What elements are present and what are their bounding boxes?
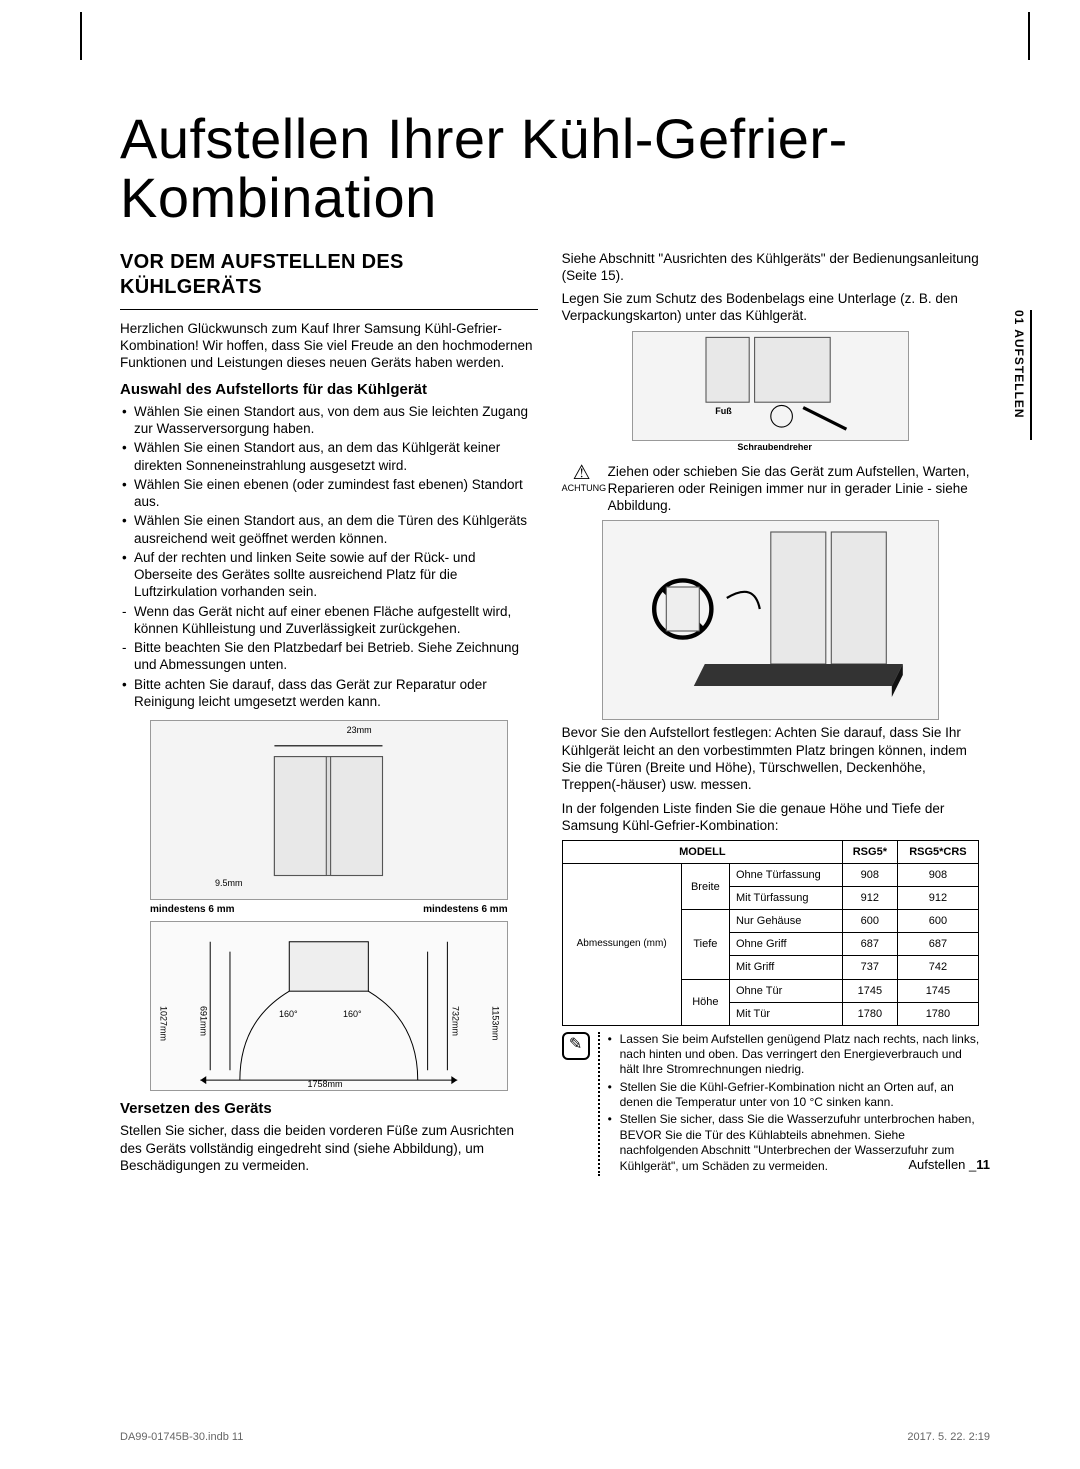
note-block: ✎ Lassen Sie beim Aufstellen genügend Pl… <box>562 1032 980 1176</box>
td-label: Ohne Türfassung <box>729 864 842 887</box>
td-val: 912 <box>897 887 979 910</box>
min-right-label: mindestens 6 mm <box>423 904 507 917</box>
rule <box>120 309 538 310</box>
th-model: MODELL <box>562 841 842 864</box>
td-label: Ohne Griff <box>729 933 842 956</box>
top-dimension-diagram: 23mm 9.5mm <box>150 720 508 900</box>
left-column: VOR DEM AUFSTELLEN DES KÜHLGERÄTS Herzli… <box>120 250 538 1182</box>
dim-691: 691mm <box>197 1006 209 1036</box>
bullet-item: Auf der rechten und linken Seite sowie a… <box>120 549 538 601</box>
td-val: 742 <box>897 956 979 979</box>
bullet-list: Wählen Sie einen Standort aus, von dem a… <box>120 403 538 711</box>
td-label: Ohne Tür <box>729 979 842 1002</box>
print-file: DA99-01745B-30.indb 11 <box>120 1431 243 1443</box>
td-val: 1745 <box>843 979 898 1002</box>
two-columns: VOR DEM AUFSTELLEN DES KÜHLGERÄTS Herzli… <box>120 250 990 1182</box>
right-p3: Bevor Sie den Aufstellort festlegen: Ach… <box>562 724 980 793</box>
td-val: 600 <box>843 910 898 933</box>
bullet-item: Wählen Sie einen ebenen (oder zumindest … <box>120 476 538 511</box>
note-item: Lassen Sie beim Aufstellen genügend Plat… <box>608 1032 980 1078</box>
td-group: Höhe <box>681 979 729 1025</box>
fuss-label: Fuß <box>715 406 732 418</box>
right-p4: In der folgenden Liste finden Sie die ge… <box>562 800 980 835</box>
dim-732: 732mm <box>449 1006 461 1036</box>
subheading-move: Versetzen des Geräts <box>120 1099 538 1118</box>
td-val: 737 <box>843 956 898 979</box>
door-swing-diagram: 1027mm 691mm 160° 160° 732mm 1153mm 1758… <box>150 921 508 1091</box>
right-p1: Siehe Abschnitt "Ausrichten des Kühlgerä… <box>562 250 980 285</box>
right-column: Siehe Abschnitt "Ausrichten des Kühlgerä… <box>562 250 980 1182</box>
bullet-item: Wählen Sie einen Standort aus, an dem da… <box>120 439 538 474</box>
td-val: 687 <box>897 933 979 956</box>
side-tab: 01 AUFSTELLEN <box>1012 310 1032 440</box>
schraubendreher-label: Schraubendreher <box>737 442 812 454</box>
td-val: 908 <box>843 864 898 887</box>
manual-page: Aufstellen Ihrer Kühl-Gefrier-Kombinatio… <box>0 0 1080 1232</box>
dim-160b: 160° <box>343 1009 362 1021</box>
td-val: 912 <box>843 887 898 910</box>
section-heading: VOR DEM AUFSTELLEN DES KÜHLGERÄTS <box>120 250 538 301</box>
td-val: 908 <box>897 864 979 887</box>
th-c1: RSG5* <box>843 841 898 864</box>
note-icon: ✎ <box>562 1032 590 1060</box>
td-label: Mit Griff <box>729 956 842 979</box>
dim-1027: 1027mm <box>157 1006 169 1041</box>
foot-diagram: Fuß Schraubendreher <box>632 331 910 441</box>
page-title: Aufstellen Ihrer Kühl-Gefrier-Kombinatio… <box>120 110 990 228</box>
page-footer: Aufstellen _11 <box>908 1157 990 1172</box>
note-list: Lassen Sie beim Aufstellen genügend Plat… <box>608 1032 980 1174</box>
td-val: 1745 <box>897 979 979 1002</box>
td-val: 1780 <box>897 1002 979 1025</box>
caution-block: ⚠ ACHTUNG Ziehen oder schieben Sie das G… <box>562 463 980 515</box>
td-val: 1780 <box>843 1002 898 1025</box>
bullet-item: Wenn das Gerät nicht auf einer ebenen Fl… <box>120 603 538 638</box>
print-footer: DA99-01745B-30.indb 11 2017. 5. 22. 2:19 <box>120 1431 990 1443</box>
straight-line-diagram <box>602 520 940 720</box>
dimensions-table: MODELLRSG5*RSG5*CRS Abmessungen (mm)Breit… <box>562 840 980 1026</box>
td-group: Breite <box>681 864 729 910</box>
achtung-label: ACHTUNG <box>562 483 602 495</box>
intro-text: Herzlichen Glückwunsch zum Kauf Ihrer Sa… <box>120 320 538 372</box>
caution-text: Ziehen oder schieben Sie das Gerät zum A… <box>608 463 980 515</box>
dim-160a: 160° <box>279 1009 298 1021</box>
caution-icon: ⚠ ACHTUNG <box>562 463 602 495</box>
min-left-label: mindestens 6 mm <box>150 904 234 917</box>
footer-page: 11 <box>976 1157 990 1172</box>
footer-label: Aufstellen _ <box>908 1157 976 1172</box>
td-rowhdr: Abmessungen (mm) <box>562 864 681 1026</box>
bullet-item: Wählen Sie einen Standort aus, von dem a… <box>120 403 538 438</box>
bullet-item: Bitte beachten Sie den Platzbedarf bei B… <box>120 639 538 674</box>
dim-23mm: 23mm <box>347 725 372 737</box>
td-val: 600 <box>897 910 979 933</box>
dim-1153: 1153mm <box>489 1006 501 1040</box>
dim-1758: 1758mm <box>307 1079 342 1091</box>
td-val: 687 <box>843 933 898 956</box>
bullet-item: Wählen Sie einen Standort aus, an dem di… <box>120 512 538 547</box>
td-label: Nur Gehäuse <box>729 910 842 933</box>
print-date: 2017. 5. 22. 2:19 <box>907 1431 990 1443</box>
th-c2: RSG5*CRS <box>897 841 979 864</box>
td-label: Mit Türfassung <box>729 887 842 910</box>
dim-95mm: 9.5mm <box>215 878 243 890</box>
note-item: Stellen Sie die Kühl-Gefrier-Kombination… <box>608 1080 980 1111</box>
bullet-item: Bitte achten Sie darauf, dass das Gerät … <box>120 676 538 711</box>
right-p2: Legen Sie zum Schutz des Bodenbelags ein… <box>562 290 980 325</box>
subheading-location: Auswahl des Aufstellorts für das Kühlger… <box>120 380 538 399</box>
move-text: Stellen Sie sicher, dass die beiden vord… <box>120 1122 538 1174</box>
td-group: Tiefe <box>681 910 729 979</box>
td-label: Mit Tür <box>729 1002 842 1025</box>
